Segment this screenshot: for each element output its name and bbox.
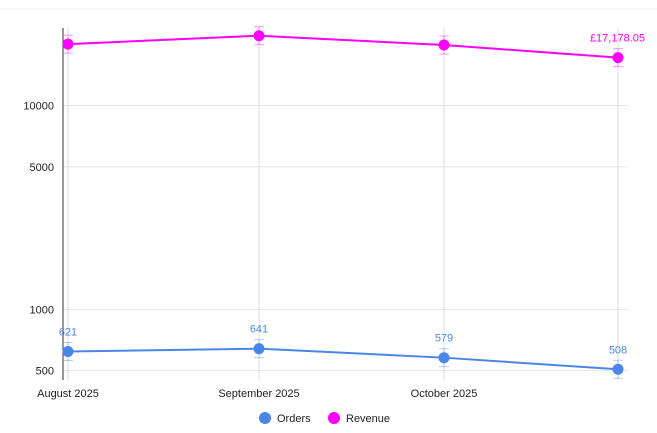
- data-point: [62, 38, 74, 50]
- data-point: [438, 39, 450, 51]
- data-point: [438, 352, 450, 364]
- data-label: 579: [435, 333, 453, 345]
- x-tick-label: October 2025: [411, 388, 478, 400]
- y-tick-label: 5000: [30, 162, 54, 174]
- series-line-revenue: [67, 34, 619, 59]
- data-point: [612, 363, 624, 375]
- data-point: [612, 52, 624, 64]
- y-tick-label: 10000: [23, 100, 54, 112]
- data-point: [253, 30, 265, 42]
- legend-marker-orders: [259, 412, 271, 424]
- data-label: £17,178.05: [590, 33, 645, 45]
- y-tick-label: 500: [36, 366, 54, 378]
- legend-marker-revenue: [328, 412, 340, 424]
- x-tick-label: August 2025: [37, 388, 99, 400]
- series-line-orders: [67, 347, 619, 371]
- data-point: [253, 343, 265, 355]
- legend-label: Revenue: [346, 413, 390, 425]
- legend-label: Orders: [277, 413, 311, 425]
- data-label: 641: [250, 324, 268, 336]
- x-tick-label: September 2025: [218, 388, 299, 400]
- data-point: [62, 345, 74, 357]
- data-label: 621: [59, 326, 77, 338]
- data-label: 508: [609, 344, 627, 356]
- y-tick-label: 1000: [30, 304, 54, 316]
